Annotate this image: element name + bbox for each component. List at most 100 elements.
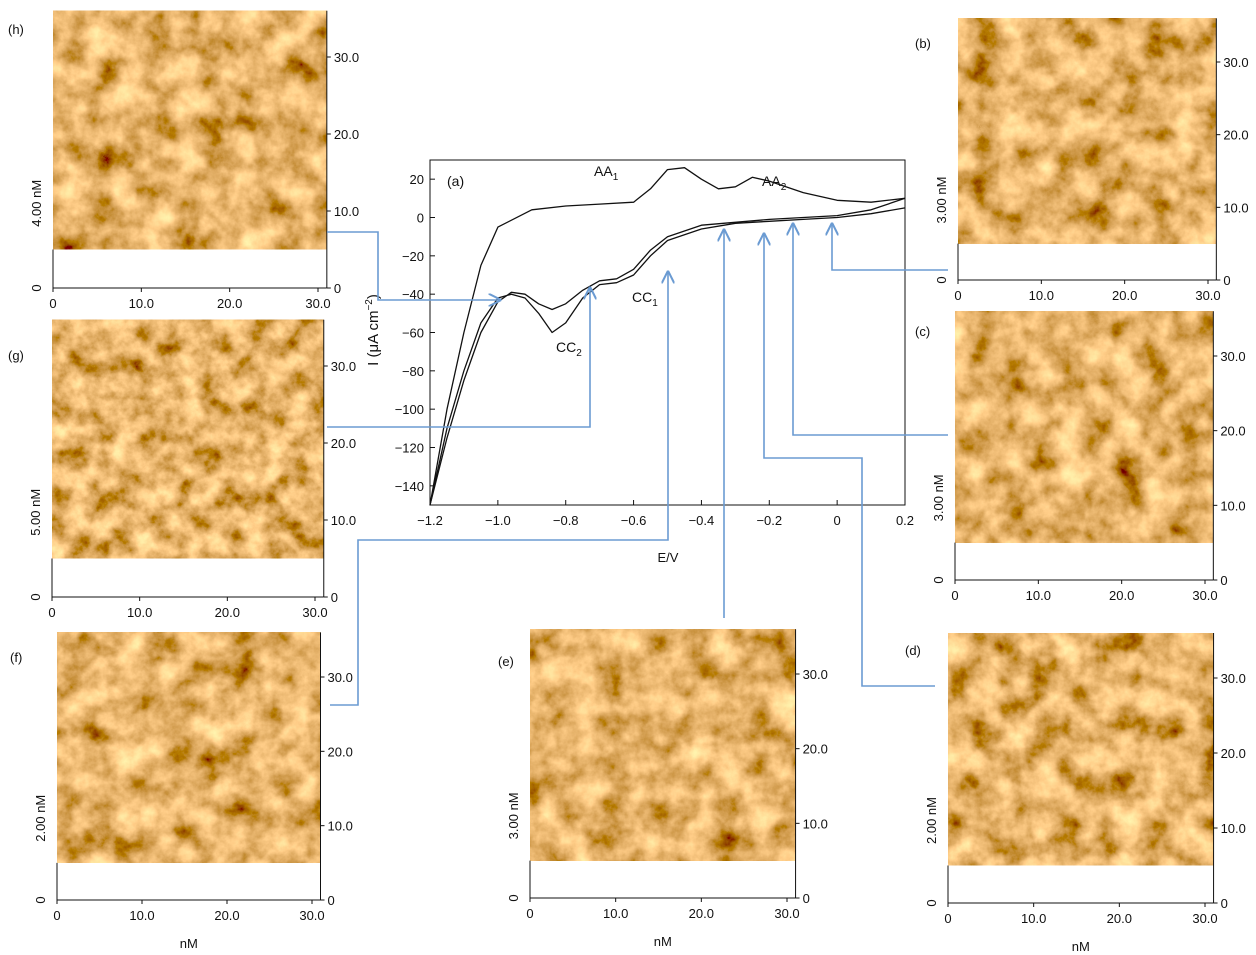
y-axis-label-part: )	[365, 294, 382, 299]
annotation-part: AA	[762, 173, 781, 189]
x-tick-label: 0	[48, 605, 55, 620]
panel-label: (h)	[8, 22, 24, 37]
x-axis-label: nM	[1072, 939, 1090, 954]
annotation: CC1	[632, 289, 658, 309]
annotation-part: 2	[781, 182, 787, 193]
x-tick-label: 30.0	[1192, 911, 1217, 926]
stm-image	[958, 18, 1217, 244]
x-tick-label: 0	[954, 288, 961, 303]
z-tick-label: 0	[506, 894, 521, 901]
y-tick-label: 0	[334, 281, 341, 296]
x-tick-label: −1.0	[485, 513, 511, 528]
y-tick-label: 30.0	[1220, 349, 1245, 364]
annotation-part: 1	[613, 172, 619, 183]
x-tick-label: 20.0	[217, 296, 242, 311]
annotation: AA1	[594, 163, 619, 183]
x-tick-label: 30.0	[774, 906, 799, 921]
annotation-part: CC	[556, 339, 576, 355]
x-tick-label: −0.6	[621, 513, 647, 528]
stm-image	[53, 10, 327, 250]
y-tick-label: −140	[395, 479, 424, 494]
z-axis-label: 4.00 nM	[29, 180, 44, 227]
panel-label: (f)	[10, 650, 22, 665]
y-tick-label: 30.0	[334, 50, 359, 65]
x-tick-label: 10.0	[129, 296, 154, 311]
z-tick-label: 0	[934, 276, 949, 283]
y-tick-label: 20.0	[1221, 746, 1246, 761]
x-tick-label: 20.0	[215, 605, 240, 620]
y-tick-label: 20.0	[1223, 128, 1248, 143]
stm-image	[948, 633, 1214, 866]
y-tick-label: 0	[417, 211, 424, 226]
y-tick-label: 10.0	[1220, 498, 1245, 513]
x-axis-label: nM	[654, 934, 672, 949]
x-tick-label: −1.2	[417, 513, 443, 528]
y-tick-label: −60	[402, 326, 424, 341]
y-tick-label: 10.0	[803, 816, 828, 831]
x-tick-label: 20.0	[214, 908, 239, 923]
connector	[832, 224, 948, 271]
connector	[764, 234, 935, 687]
z-axis-label: 3.00 nM	[934, 177, 949, 224]
panel-label: (g)	[8, 348, 24, 363]
y-tick-label: 10.0	[334, 204, 359, 219]
x-axis-label: nM	[180, 936, 198, 951]
y-tick-label: 20.0	[803, 742, 828, 757]
x-tick-label: 0	[53, 908, 60, 923]
annotation: CC2	[556, 339, 582, 359]
y-tick-label: 30.0	[803, 667, 828, 682]
x-tick-label: 20.0	[689, 906, 714, 921]
annotation: (a)	[447, 173, 464, 189]
x-tick-label: 0	[526, 906, 533, 921]
z-axis-label: 2.00 nM	[33, 795, 48, 842]
x-tick-label: 0	[49, 296, 56, 311]
x-tick-label: 10.0	[129, 908, 154, 923]
y-tick-label: −80	[402, 364, 424, 379]
annotation-part: AA	[594, 163, 613, 179]
x-tick-label: 30.0	[302, 605, 327, 620]
y-tick-label: −20	[402, 249, 424, 264]
x-tick-label: 10.0	[1021, 911, 1046, 926]
y-tick-label: 20.0	[328, 744, 353, 759]
annotation: AA2	[762, 173, 787, 193]
y-tick-label: 30.0	[1223, 55, 1248, 70]
y-tick-label: −40	[402, 287, 424, 302]
y-tick-label: 20	[410, 172, 424, 187]
y-tick-label: 0	[803, 891, 810, 906]
y-tick-label: 10.0	[1221, 821, 1246, 836]
y-axis-label: I (μA cm−2)	[364, 294, 382, 366]
y-tick-label: 10.0	[331, 513, 356, 528]
y-tick-label: 0	[328, 893, 335, 908]
connector	[330, 272, 668, 706]
stm-image	[57, 632, 321, 863]
x-tick-label: 0	[944, 911, 951, 926]
x-tick-label: 20.0	[1109, 588, 1134, 603]
y-tick-label: −100	[395, 402, 424, 417]
z-tick-label: 0	[29, 284, 44, 291]
y-tick-label: 30.0	[331, 359, 356, 374]
x-tick-label: −0.8	[553, 513, 579, 528]
y-tick-label: −120	[395, 441, 424, 456]
stm-image	[955, 311, 1214, 543]
cv-curve	[429, 197, 906, 506]
panel-label: (e)	[498, 654, 514, 669]
y-tick-label: 30.0	[328, 670, 353, 685]
x-tick-label: 10.0	[1026, 588, 1051, 603]
cv-curve	[429, 167, 906, 506]
y-tick-label: 20.0	[331, 436, 356, 451]
x-tick-label: 10.0	[127, 605, 152, 620]
annotation-part: CC	[632, 289, 652, 305]
z-tick-label: 0	[931, 576, 946, 583]
y-tick-label: 20.0	[334, 127, 359, 142]
stm-image	[52, 319, 324, 559]
y-tick-label: 30.0	[1221, 671, 1246, 686]
z-axis-label: 3.00 nM	[931, 474, 946, 521]
z-tick-label: 0	[33, 896, 48, 903]
annotation-part: 2	[576, 348, 582, 359]
x-tick-label: −0.4	[689, 513, 715, 528]
x-tick-label: 30.0	[1192, 588, 1217, 603]
panel-label: (b)	[915, 36, 931, 51]
connector	[793, 224, 948, 436]
x-tick-label: 0	[834, 513, 841, 528]
